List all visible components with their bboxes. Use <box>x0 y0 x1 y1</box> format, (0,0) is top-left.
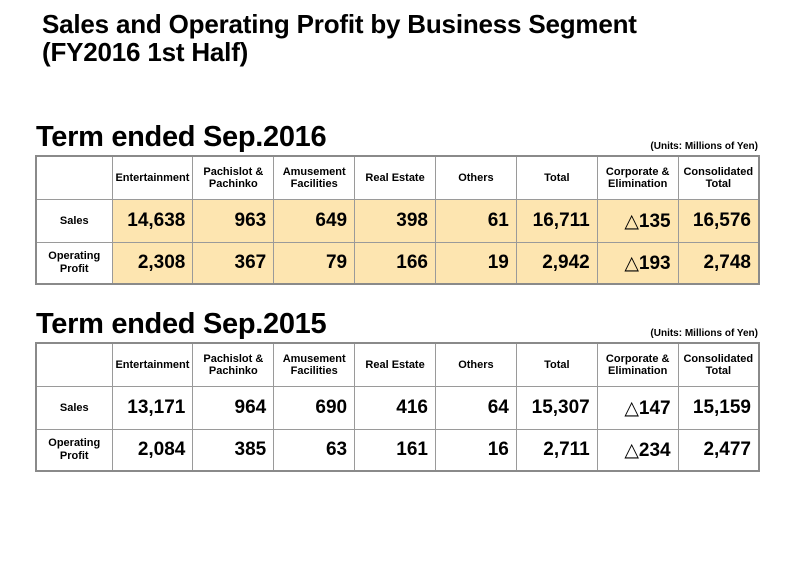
value-cell: 64 <box>435 386 517 430</box>
table-row-sales: Sales 14,638 963 649 398 61 16,711 △135 … <box>35 199 760 243</box>
row-label: Sales <box>35 386 113 430</box>
table-row-sales: Sales 13,171 964 690 416 64 15,307 △147 … <box>35 386 760 430</box>
page-title-line2: (FY2016 1st Half) <box>42 37 249 67</box>
column-header: Entertainment <box>111 342 194 387</box>
value-cell: 61 <box>435 199 517 243</box>
value-cell: 398 <box>354 199 436 243</box>
row-label: Operating Profit <box>35 242 113 285</box>
value-cell: △147 <box>596 386 679 430</box>
term-title-2016: Term ended Sep.2016 <box>36 121 327 153</box>
column-header: Others <box>435 155 517 200</box>
value-cell: 2,748 <box>677 242 760 285</box>
value-cell: 16 <box>435 429 517 472</box>
value-cell: △135 <box>596 199 679 243</box>
column-header: Amusement Facilities <box>273 342 356 387</box>
column-header: Corporate & Elimination <box>596 155 679 200</box>
column-header: Real Estate <box>354 342 436 387</box>
value-cell: 690 <box>273 386 356 430</box>
value-cell: 14,638 <box>111 199 194 243</box>
row-label: Sales <box>35 199 113 243</box>
term-title-2015: Term ended Sep.2015 <box>36 308 327 340</box>
row-label: Operating Profit <box>35 429 113 472</box>
column-header: Total <box>515 155 598 200</box>
value-cell: 16,711 <box>515 199 598 243</box>
value-cell: 963 <box>192 199 275 243</box>
segment-table-2015: Entertainment Pachislot & Pachinko Amusem… <box>35 342 760 472</box>
table-header-row: Entertainment Pachislot & Pachinko Amusem… <box>35 342 760 387</box>
value-cell: 2,711 <box>515 429 598 472</box>
value-cell: △234 <box>596 429 679 472</box>
value-cell: 2,084 <box>111 429 194 472</box>
column-header: Total <box>515 342 598 387</box>
value-cell: 15,159 <box>677 386 760 430</box>
value-cell: 416 <box>354 386 436 430</box>
header-corner-cell <box>35 342 113 387</box>
units-note-2016: (Units: Millions of Yen) <box>650 141 758 152</box>
column-header: Pachislot & Pachinko <box>192 342 275 387</box>
value-cell: 161 <box>354 429 436 472</box>
column-header: Entertainment <box>111 155 194 200</box>
table-row-operating-profit: Operating Profit 2,084 385 63 161 16 2,71… <box>35 429 760 472</box>
value-cell: 2,477 <box>677 429 760 472</box>
segment-table-2016: Entertainment Pachislot & Pachinko Amusem… <box>35 155 760 285</box>
value-cell: 964 <box>192 386 275 430</box>
column-header: Amusement Facilities <box>273 155 356 200</box>
value-cell: 166 <box>354 242 436 285</box>
column-header: Consolidated Total <box>677 342 760 387</box>
column-header: Consolidated Total <box>677 155 760 200</box>
value-cell: 649 <box>273 199 356 243</box>
header-corner-cell <box>35 155 113 200</box>
table-row-operating-profit: Operating Profit 2,308 367 79 166 19 2,94… <box>35 242 760 285</box>
value-cell: 79 <box>273 242 356 285</box>
value-cell: 63 <box>273 429 356 472</box>
table-header-row: Entertainment Pachislot & Pachinko Amusem… <box>35 155 760 200</box>
column-header: Others <box>435 342 517 387</box>
value-cell: 15,307 <box>515 386 598 430</box>
value-cell: 2,942 <box>515 242 598 285</box>
value-cell: 2,308 <box>111 242 194 285</box>
value-cell: △193 <box>596 242 679 285</box>
value-cell: 13,171 <box>111 386 194 430</box>
value-cell: 367 <box>192 242 275 285</box>
page-title-line1: Sales and Operating Profit by Business S… <box>42 9 637 39</box>
units-note-2015: (Units: Millions of Yen) <box>650 328 758 339</box>
value-cell: 16,576 <box>677 199 760 243</box>
column-header: Corporate & Elimination <box>596 342 679 387</box>
value-cell: 385 <box>192 429 275 472</box>
value-cell: 19 <box>435 242 517 285</box>
column-header: Real Estate <box>354 155 436 200</box>
page-title: Sales and Operating Profit by Business S… <box>42 10 637 66</box>
column-header: Pachislot & Pachinko <box>192 155 275 200</box>
